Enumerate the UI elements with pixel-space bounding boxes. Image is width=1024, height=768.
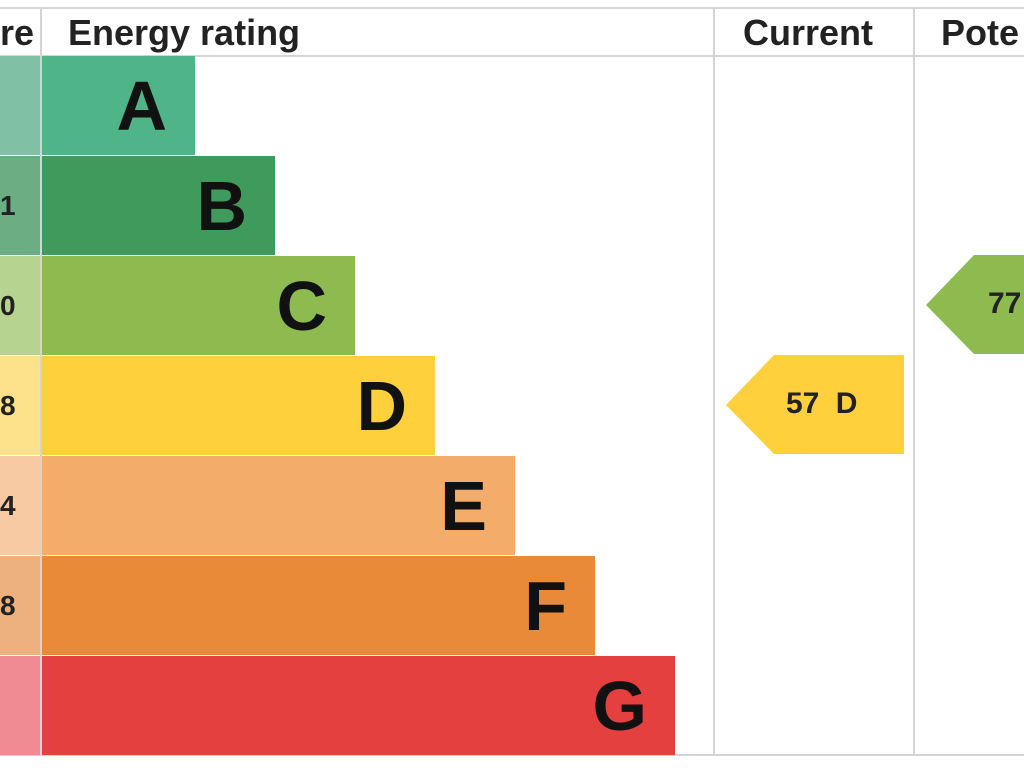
band-letter: A: [116, 67, 167, 145]
column-divider: [913, 8, 915, 755]
score-cell: [0, 156, 40, 255]
band-score: 1: [0, 190, 16, 221]
rating-header: Energy rating: [68, 12, 301, 53]
current-header: Current: [743, 12, 874, 53]
potential-arrow-shape: [926, 255, 1024, 354]
band-bar: [42, 56, 195, 155]
score-cell: [0, 56, 40, 155]
band-score: 8: [0, 590, 16, 621]
band-bar: [42, 556, 595, 655]
score-cell: [0, 556, 40, 655]
top-border: [0, 7, 1024, 9]
potential-header: Pote: [941, 12, 1020, 53]
band-letter: D: [356, 367, 407, 445]
band-letter: F: [524, 567, 567, 645]
current-arrow: [726, 355, 904, 454]
potential-rating: 77: [988, 287, 1022, 320]
band-letter: E: [440, 467, 487, 545]
score-cell: [0, 256, 40, 355]
bottom-border: [0, 754, 1024, 756]
band-letter: C: [276, 267, 327, 345]
score-header: re: [0, 12, 35, 53]
potential-arrow: [926, 255, 1024, 354]
band-score: 4: [0, 490, 16, 521]
column-divider: [40, 8, 42, 755]
current-arrow-shape: [726, 355, 904, 454]
band-letter: G: [592, 667, 647, 745]
header-divider: [0, 55, 1024, 57]
score-cell: [0, 656, 40, 755]
band-letter: B: [196, 167, 247, 245]
band-bar: [42, 656, 675, 755]
score-cell: [0, 356, 40, 455]
band-bar: [42, 456, 515, 555]
column-divider: [713, 8, 715, 755]
band-bar: [42, 356, 435, 455]
band-score: 0: [0, 290, 16, 321]
band-bar: [42, 156, 275, 255]
score-cell: [0, 456, 40, 555]
band-score: 8: [0, 390, 16, 421]
band-bar: [42, 256, 355, 355]
current-rating: 57 D: [786, 387, 858, 420]
